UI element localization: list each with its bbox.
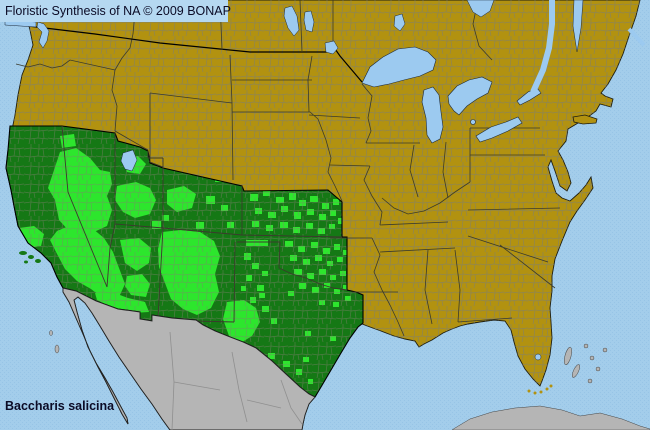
st-lawrence-river — [530, 0, 555, 94]
map-title: Floristic Synthesis of NA © 2009 BONAP — [5, 4, 231, 18]
puget-sound — [36, 21, 50, 49]
species-name-label: Baccharis salicina — [5, 399, 115, 413]
bay-of-fundy — [627, 27, 646, 47]
bahamas-island — [587, 378, 593, 384]
title-bar: Floristic Synthesis of NA © 2009 BONAP — [0, 0, 231, 22]
bahamas-island — [572, 364, 580, 378]
lake-of-the-woods — [324, 40, 339, 55]
state-lines-east — [15, 33, 561, 337]
lake-manitoba — [303, 10, 315, 33]
lake-nipigon — [393, 13, 406, 32]
lake-superior — [361, 46, 437, 88]
channel-islands — [19, 251, 41, 264]
mexico-state-lines — [169, 331, 303, 430]
state-lines-west — [61, 125, 348, 323]
bahamas-island — [589, 355, 595, 361]
james-bay — [466, 0, 495, 18]
lake-okeechobee — [534, 353, 542, 361]
lake-winnipeg — [283, 5, 300, 37]
lake-michigan — [421, 86, 444, 144]
lake-champlain — [572, 0, 584, 53]
long-island — [572, 114, 598, 125]
florida-keys — [527, 384, 553, 395]
islands — [19, 251, 650, 430]
other-lakes — [4, 0, 584, 361]
cuba — [451, 405, 650, 430]
bahamas-island — [602, 347, 608, 353]
mexico-region — [62, 287, 316, 430]
lake-erie — [475, 116, 523, 143]
bahamas-island — [595, 366, 601, 372]
bahamas-island — [564, 347, 572, 365]
baja-islet — [49, 330, 53, 336]
great-salt-lake — [120, 149, 138, 172]
bahamas-island — [583, 343, 589, 349]
cedros-island — [54, 344, 60, 354]
lake-st-clair — [470, 119, 476, 125]
lake-huron — [447, 76, 493, 116]
